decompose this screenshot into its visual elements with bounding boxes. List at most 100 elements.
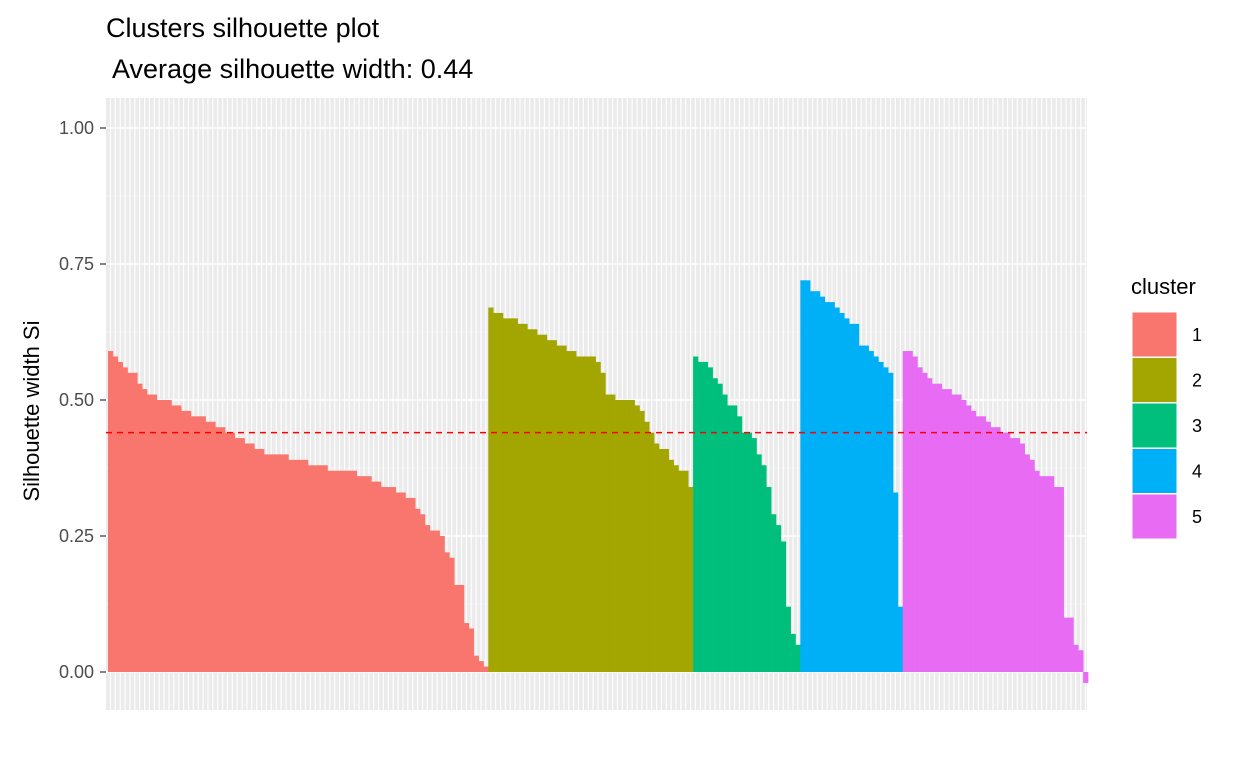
bar-cluster-2-34 <box>649 432 655 672</box>
bar-cluster-1-25 <box>225 432 231 672</box>
bar-cluster-5-36 <box>1073 644 1079 672</box>
bar-cluster-2-35 <box>654 443 660 672</box>
bar-cluster-4-7 <box>829 302 835 672</box>
bar-cluster-1-26 <box>229 432 236 672</box>
bar-cluster-1-23 <box>215 427 221 672</box>
bar-cluster-1-44 <box>317 465 323 672</box>
bar-cluster-1-32 <box>259 448 265 672</box>
bar-cluster-2-30 <box>629 400 635 672</box>
bar-cluster-3-15 <box>761 465 767 672</box>
bar-cluster-1-4 <box>122 367 128 672</box>
bar-cluster-2-9 <box>527 329 533 672</box>
legend-label-5: 5 <box>1192 507 1202 527</box>
legend-key-1 <box>1131 311 1178 358</box>
bar-cluster-2-22 <box>590 356 596 672</box>
bar-cluster-4-15 <box>868 351 874 672</box>
bar-cluster-3-9 <box>732 405 738 672</box>
bar-cluster-4-5 <box>819 296 826 672</box>
bar-cluster-4-9 <box>839 312 845 672</box>
bar-cluster-5-22 <box>1005 432 1011 672</box>
bar-cluster-1-30 <box>249 443 255 672</box>
bar-cluster-1-59 <box>390 487 397 672</box>
bar-cluster-1-49 <box>342 470 348 672</box>
bar-cluster-1-64 <box>415 508 421 672</box>
bar-cluster-5-29 <box>1039 476 1045 672</box>
bar-cluster-3-10 <box>736 416 743 672</box>
bar-cluster-2-10 <box>532 329 538 672</box>
bar-cluster-1-52 <box>356 476 362 672</box>
bar-cluster-5-18 <box>985 421 991 672</box>
bar-cluster-2-25 <box>605 394 611 672</box>
bar-cluster-1-39 <box>293 459 299 672</box>
bar-cluster-1-17 <box>186 410 192 672</box>
bar-cluster-3-17 <box>771 514 777 672</box>
bar-cluster-1-47 <box>332 470 338 672</box>
bar-cluster-1-31 <box>254 448 260 672</box>
bar-cluster-5-20 <box>995 427 1001 672</box>
bar-cluster-5-7 <box>931 383 938 672</box>
bar-cluster-2-21 <box>585 356 592 672</box>
bar-cluster-5-11 <box>951 394 957 672</box>
bar-cluster-2-42 <box>688 487 694 672</box>
bar-cluster-3-5 <box>712 378 718 672</box>
bar-cluster-5-25 <box>1019 443 1025 672</box>
bar-cluster-1-46 <box>327 470 333 672</box>
bar-cluster-1-16 <box>181 410 187 672</box>
bar-cluster-2-33 <box>644 421 650 672</box>
bar-cluster-3-7 <box>722 394 728 672</box>
bar-cluster-1-53 <box>361 476 367 672</box>
bar-cluster-2-17 <box>566 351 572 672</box>
bar-cluster-1-43 <box>312 465 319 672</box>
bar-cluster-2-5 <box>507 318 514 672</box>
bar-cluster-1-24 <box>220 427 226 672</box>
bar-cluster-5-8 <box>936 383 943 672</box>
bar-cluster-1-28 <box>239 438 245 672</box>
bar-cluster-2-11 <box>537 334 543 672</box>
bar-cluster-3-1 <box>693 356 699 672</box>
bar-cluster-1-55 <box>371 481 377 672</box>
bar-cluster-3-21 <box>790 633 796 672</box>
y-tick-label: 0.00 <box>59 662 94 682</box>
bar-cluster-2-4 <box>502 318 509 672</box>
bar-cluster-1-56 <box>376 481 382 672</box>
bar-cluster-4-11 <box>849 323 855 672</box>
bar-cluster-4-16 <box>873 356 879 672</box>
bar-cluster-3-22 <box>795 644 801 672</box>
bar-cluster-1-74 <box>463 623 470 672</box>
bar-cluster-4-10 <box>844 318 850 672</box>
bar-cluster-4-8 <box>834 307 840 672</box>
bar-cluster-1-10 <box>151 394 158 672</box>
bar-cluster-2-29 <box>624 400 631 672</box>
bar-cluster-1-76 <box>473 655 479 672</box>
bar-cluster-1-71 <box>449 557 455 672</box>
legend-key-2 <box>1131 357 1178 403</box>
bar-cluster-5-16 <box>975 416 982 672</box>
bar-cluster-1-18 <box>190 416 197 672</box>
bar-cluster-1-20 <box>200 416 206 672</box>
bar-cluster-3-2 <box>697 361 704 672</box>
bar-cluster-1-72 <box>454 584 460 672</box>
bar-cluster-2-1 <box>488 307 494 672</box>
bar-cluster-5-38 <box>1083 672 1089 683</box>
bar-cluster-4-6 <box>824 302 830 672</box>
bar-cluster-5-17 <box>980 416 986 672</box>
bar-cluster-5-4 <box>917 367 923 672</box>
bar-cluster-5-32 <box>1053 487 1060 672</box>
bar-cluster-2-6 <box>512 318 518 672</box>
bar-cluster-5-21 <box>1000 432 1006 672</box>
bar-cluster-1-69 <box>439 536 445 672</box>
bar-cluster-5-5 <box>922 372 928 672</box>
bar-cluster-4-13 <box>858 345 865 672</box>
bar-cluster-1-2 <box>112 356 119 672</box>
bar-cluster-3-18 <box>775 525 782 672</box>
y-axis-title: Silhouette width Si <box>19 321 44 502</box>
bar-cluster-4-4 <box>814 291 821 672</box>
bar-cluster-2-36 <box>658 448 665 672</box>
bar-cluster-1-73 <box>459 584 465 672</box>
y-tick-label: 0.25 <box>59 526 94 546</box>
bar-cluster-1-60 <box>395 492 401 672</box>
bar-cluster-1-40 <box>298 459 304 672</box>
bar-cluster-3-3 <box>702 361 709 672</box>
bar-cluster-5-9 <box>941 389 947 672</box>
